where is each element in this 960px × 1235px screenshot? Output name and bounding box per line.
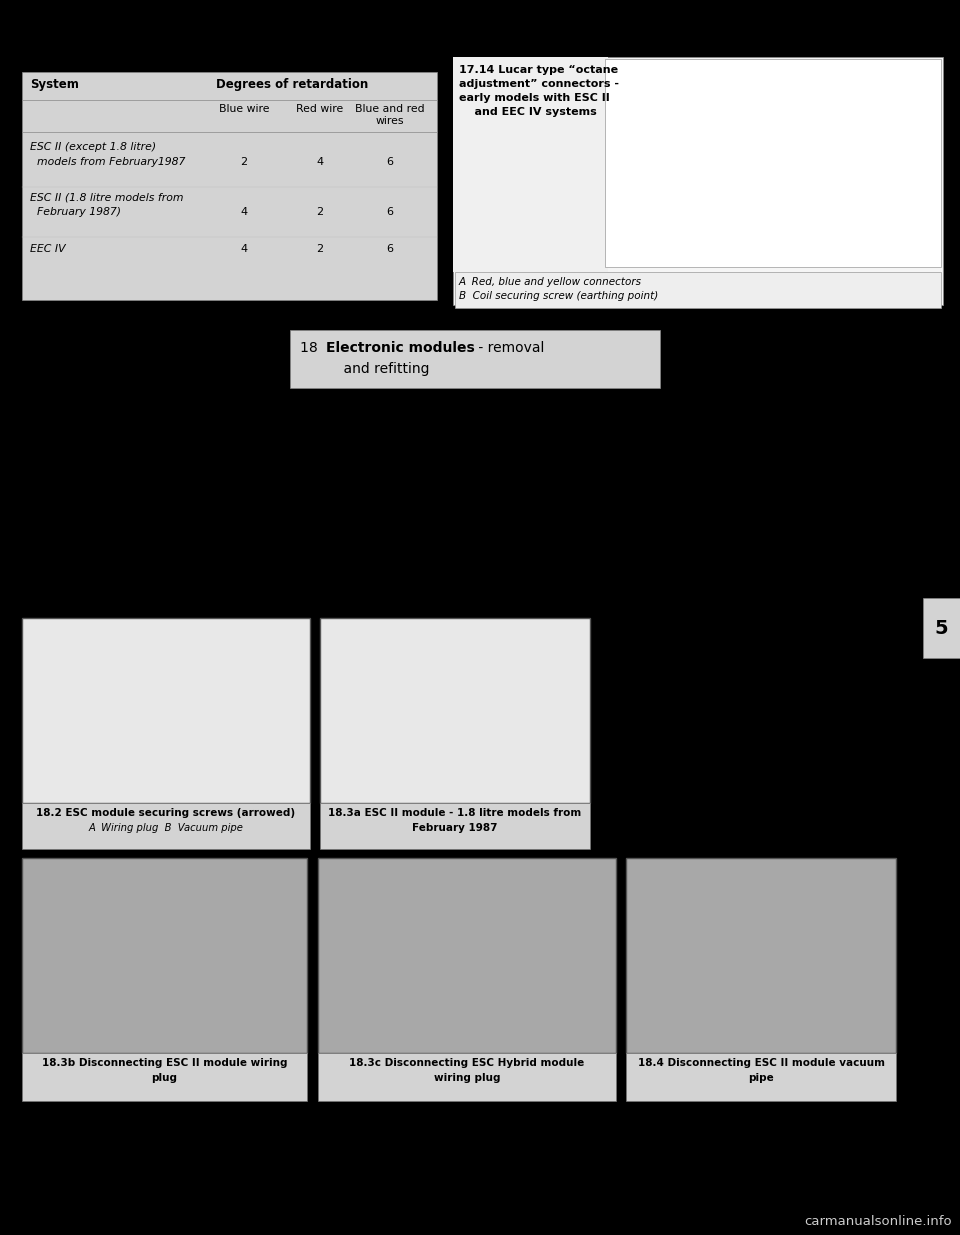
Text: 18.3a ESC II module - 1.8 litre models from: 18.3a ESC II module - 1.8 litre models f… <box>328 808 582 818</box>
Bar <box>455 272 941 308</box>
Bar <box>22 72 437 300</box>
Bar <box>22 618 310 803</box>
Text: B  Coil securing screw (earthing point): B Coil securing screw (earthing point) <box>459 291 659 301</box>
Bar <box>605 59 941 267</box>
Text: ESC II (except 1.8 litre): ESC II (except 1.8 litre) <box>30 142 156 152</box>
Text: Electronic modules: Electronic modules <box>326 341 475 354</box>
Text: A  Wiring plug  B  Vacuum pipe: A Wiring plug B Vacuum pipe <box>88 823 244 832</box>
Bar <box>320 803 590 848</box>
Text: 4: 4 <box>240 245 248 254</box>
Text: Red wire: Red wire <box>297 104 344 114</box>
Text: wiring plug: wiring plug <box>434 1073 500 1083</box>
Bar <box>22 1053 307 1100</box>
Text: 2: 2 <box>317 245 324 254</box>
Text: 5: 5 <box>935 619 948 637</box>
Bar <box>22 858 307 1053</box>
Text: adjustment” connectors -: adjustment” connectors - <box>459 79 619 89</box>
Text: 17.14 Lucar type “octane: 17.14 Lucar type “octane <box>459 65 618 75</box>
Text: Blue wire: Blue wire <box>219 104 269 114</box>
Text: 2: 2 <box>240 157 248 167</box>
Text: System: System <box>30 78 79 91</box>
Text: 6: 6 <box>387 245 394 254</box>
Bar <box>453 57 943 305</box>
Text: February 1987): February 1987) <box>30 207 121 217</box>
Text: 4: 4 <box>240 207 248 217</box>
Text: pipe: pipe <box>748 1073 774 1083</box>
Bar <box>290 330 660 388</box>
Text: 18: 18 <box>300 341 326 354</box>
Text: ESC II (1.8 litre models from: ESC II (1.8 litre models from <box>30 191 183 203</box>
Text: 6: 6 <box>387 157 394 167</box>
Text: Degrees of retardation: Degrees of retardation <box>216 78 368 91</box>
Text: 2: 2 <box>317 207 324 217</box>
Text: February 1987: February 1987 <box>412 823 497 832</box>
Text: Blue and red
wires: Blue and red wires <box>355 104 425 126</box>
Text: 18.2 ESC module securing screws (arrowed): 18.2 ESC module securing screws (arrowed… <box>36 808 296 818</box>
Bar <box>22 803 310 848</box>
Text: A  Red, blue and yellow connectors: A Red, blue and yellow connectors <box>459 277 642 287</box>
Bar <box>320 618 590 803</box>
Text: - removal: - removal <box>474 341 544 354</box>
Bar <box>453 57 608 272</box>
Bar <box>923 598 960 658</box>
Bar <box>318 858 616 1053</box>
Bar <box>318 1053 616 1100</box>
Text: 18.3c Disconnecting ESC Hybrid module: 18.3c Disconnecting ESC Hybrid module <box>349 1058 585 1068</box>
Text: early models with ESC II: early models with ESC II <box>459 93 610 103</box>
Text: plug: plug <box>152 1073 178 1083</box>
Text: 4: 4 <box>317 157 324 167</box>
Bar <box>626 1053 896 1100</box>
Bar <box>626 858 896 1053</box>
Text: 18.3b Disconnecting ESC II module wiring: 18.3b Disconnecting ESC II module wiring <box>41 1058 287 1068</box>
Text: 18.4 Disconnecting ESC II module vacuum: 18.4 Disconnecting ESC II module vacuum <box>637 1058 884 1068</box>
Text: models from February1987: models from February1987 <box>30 157 185 167</box>
Text: 6: 6 <box>387 207 394 217</box>
Text: carmanualsonline.info: carmanualsonline.info <box>804 1215 952 1228</box>
Text: and refitting: and refitting <box>326 362 429 375</box>
Text: and EEC IV systems: and EEC IV systems <box>459 107 597 117</box>
Text: EEC IV: EEC IV <box>30 245 65 254</box>
